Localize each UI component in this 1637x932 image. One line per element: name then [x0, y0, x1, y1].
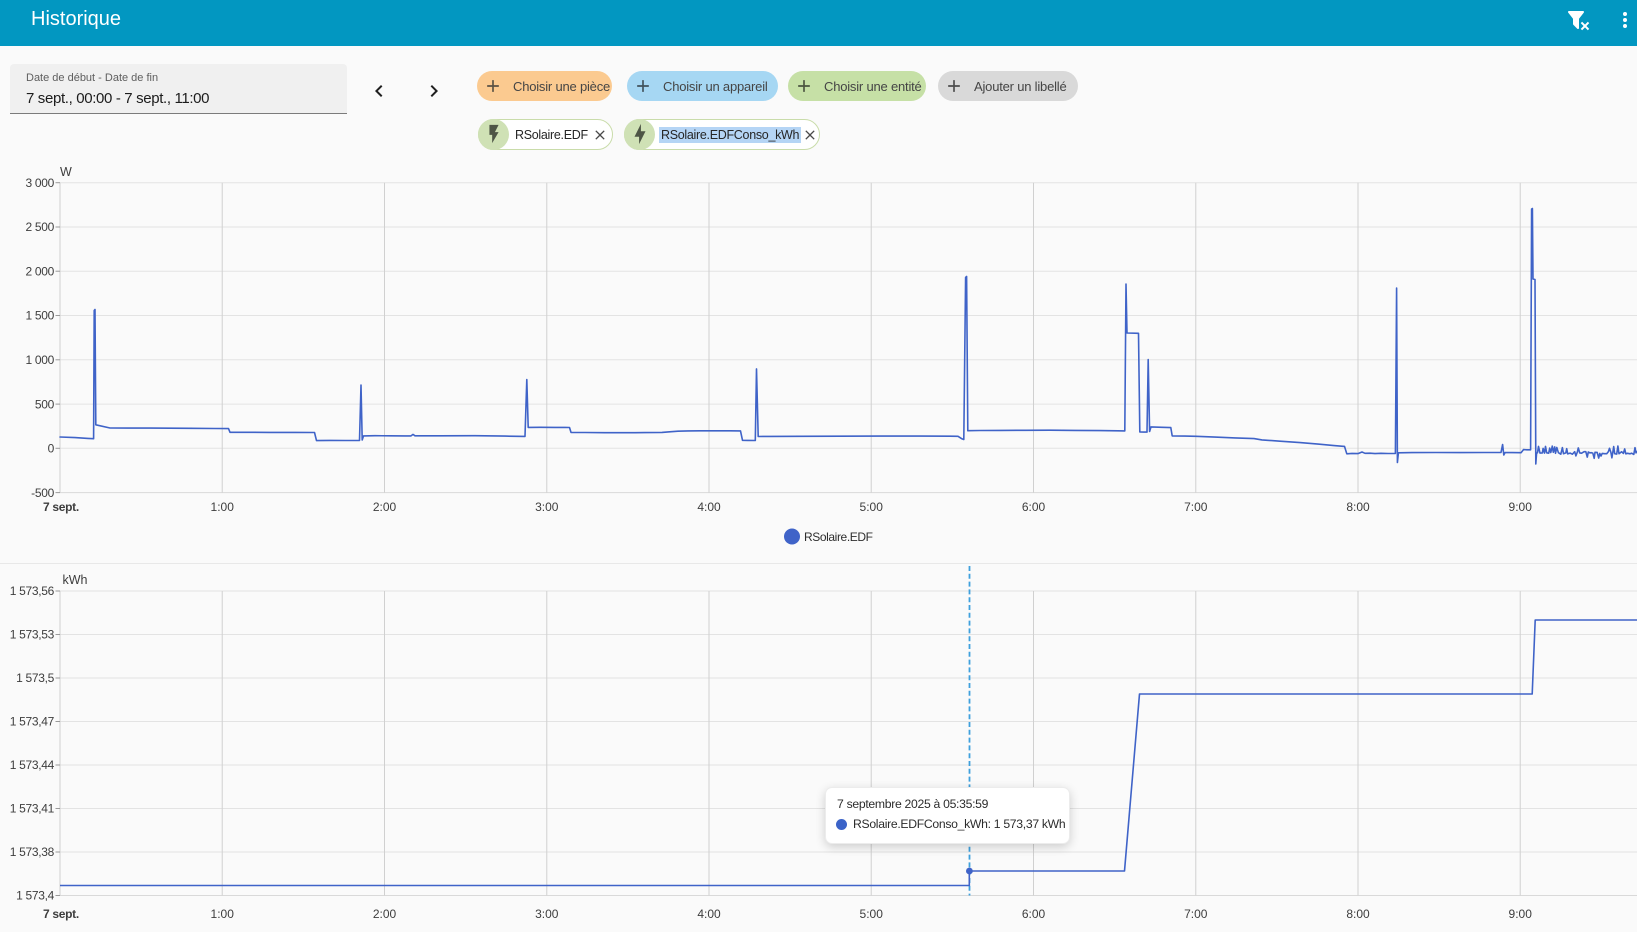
svg-text:kWh: kWh	[63, 573, 88, 587]
svg-text:500: 500	[35, 397, 55, 411]
svg-text:8:00: 8:00	[1346, 500, 1370, 514]
svg-text:4:00: 4:00	[697, 500, 721, 514]
svg-text:2 000: 2 000	[25, 264, 54, 278]
svg-text:3:00: 3:00	[535, 500, 559, 514]
svg-text:5:00: 5:00	[860, 500, 884, 514]
svg-text:2:00: 2:00	[373, 907, 397, 921]
svg-text:8:00: 8:00	[1346, 907, 1370, 921]
svg-text:2:00: 2:00	[373, 500, 397, 514]
svg-text:6:00: 6:00	[1022, 907, 1046, 921]
svg-text:W: W	[60, 165, 72, 179]
svg-text:-500: -500	[31, 486, 54, 500]
svg-text:9:00: 9:00	[1509, 500, 1533, 514]
svg-text:2 500: 2 500	[25, 220, 54, 234]
svg-text:1 573,56: 1 573,56	[10, 584, 55, 598]
svg-text:4:00: 4:00	[697, 907, 721, 921]
svg-text:7 sept.: 7 sept.	[43, 907, 79, 921]
svg-text:1 573,44: 1 573,44	[10, 758, 55, 772]
svg-text:1 573,41: 1 573,41	[10, 802, 55, 816]
svg-text:1 573,47: 1 573,47	[10, 715, 55, 729]
svg-text:1 573,53: 1 573,53	[10, 628, 55, 642]
svg-text:6:00: 6:00	[1022, 500, 1046, 514]
svg-text:7:00: 7:00	[1184, 500, 1208, 514]
svg-text:3:00: 3:00	[535, 907, 559, 921]
svg-text:9:00: 9:00	[1509, 907, 1533, 921]
svg-text:1 573,38: 1 573,38	[10, 845, 55, 859]
svg-text:1 573,5: 1 573,5	[16, 671, 55, 685]
svg-text:5:00: 5:00	[860, 907, 884, 921]
svg-text:1:00: 1:00	[211, 500, 235, 514]
svg-text:7 sept.: 7 sept.	[43, 500, 79, 514]
svg-text:1:00: 1:00	[211, 907, 235, 921]
svg-text:1 573,4: 1 573,4	[16, 889, 55, 903]
svg-text:1 000: 1 000	[25, 353, 54, 367]
svg-text:1 500: 1 500	[25, 309, 54, 323]
svg-text:3 000: 3 000	[25, 176, 54, 190]
svg-text:RSolaire.EDF: RSolaire.EDF	[804, 530, 873, 544]
svg-text:7:00: 7:00	[1184, 907, 1208, 921]
svg-text:0: 0	[48, 442, 55, 456]
